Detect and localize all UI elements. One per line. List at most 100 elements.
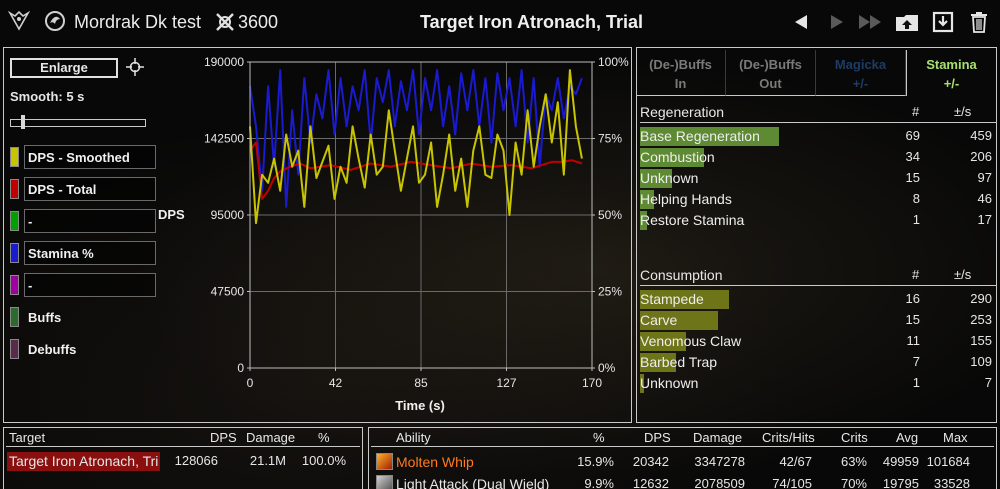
regen-name: Restore Stamina [640, 212, 745, 228]
consumption-name: Barbed Trap [640, 354, 718, 370]
value-bar [640, 169, 673, 188]
y-tick-label: 95000 [211, 208, 245, 222]
divider [6, 446, 360, 447]
x-tick-label: 42 [329, 376, 343, 390]
regeneration-heading: Regeneration [640, 104, 725, 120]
ability-damage-header[interactable]: Damage [693, 430, 743, 445]
consumption-count: 7 [912, 354, 920, 369]
ability-col-header[interactable]: Ability [396, 430, 431, 445]
chart-y-label: DPS [158, 207, 185, 222]
y-tick-label: 190000 [204, 55, 244, 69]
ability-max: 33528 [933, 476, 970, 489]
legend-item[interactable]: - [10, 273, 156, 297]
ability-pct-header[interactable]: % [593, 430, 605, 445]
tab-4[interactable]: Stamina +/- [906, 50, 996, 96]
legend-item[interactable]: Stamina % [10, 241, 156, 265]
graph-panel [3, 47, 632, 423]
consumption-heading: Consumption [640, 267, 723, 283]
tab-2[interactable]: (De-)Buffs Out [726, 50, 816, 96]
target-pct: 100.0% [301, 453, 346, 468]
regen-row[interactable]: Combustion 34 206 [640, 147, 996, 167]
legend-item[interactable]: Debuffs [10, 337, 156, 359]
target-dps-header[interactable]: DPS [210, 430, 237, 445]
ability-crits-hits: 42/67 [779, 454, 812, 469]
legend-item[interactable]: - [10, 209, 156, 233]
legend-box [24, 273, 156, 297]
ability-dps-header[interactable]: DPS [644, 430, 671, 445]
y-tick-label: 47500 [211, 285, 245, 299]
save-icon[interactable] [930, 9, 956, 35]
legend-box [24, 145, 156, 169]
tab-sublabel: +/- [943, 76, 960, 91]
regen-rate: 17 [977, 212, 992, 227]
resource-tabs: (De-)Buffs In (De-)Buffs Out Magicka +/- Stami… [636, 50, 998, 98]
legend-item[interactable]: DPS - Smoothed [10, 145, 156, 169]
target-damage-header[interactable]: Damage [246, 430, 296, 445]
legend-swatch [10, 339, 19, 359]
ability-crits-header[interactable]: Crits [841, 430, 868, 445]
target-pct-header[interactable]: % [318, 430, 330, 445]
legend-label: DPS - Smoothed [28, 150, 130, 165]
regen-row[interactable]: Helping Hands 8 46 [640, 189, 996, 209]
x-tick-label: 85 [414, 376, 428, 390]
tab-sublabel: Out [759, 76, 782, 91]
divider [640, 122, 996, 123]
consumption-name: Stampede [640, 291, 704, 307]
double-triangle-right-icon[interactable] [858, 9, 884, 35]
y-tick-label: 142500 [204, 132, 244, 146]
regen-row[interactable]: Unknown 15 97 [640, 168, 996, 188]
smooth-slider[interactable] [10, 115, 146, 129]
x-tick-label: 127 [496, 376, 516, 390]
consumption-row[interactable]: Barbed Trap 7 109 [640, 352, 996, 372]
legend-item[interactable]: Buffs [10, 305, 156, 327]
regen-count: 34 [905, 149, 920, 164]
value-bar [640, 353, 676, 372]
legend-label: DPS - Total [28, 182, 97, 197]
regen-row[interactable]: Restore Stamina 1 17 [640, 210, 996, 230]
trash-icon[interactable] [966, 9, 992, 35]
ability-name[interactable]: Light Attack (Dual Wield) [396, 476, 550, 489]
regen-rate: 206 [970, 149, 992, 164]
legend-box [24, 241, 156, 265]
dual-wield-icon [376, 475, 393, 489]
triangle-left-icon[interactable] [788, 9, 814, 35]
legend-swatch [10, 211, 19, 231]
legend-swatch [10, 243, 19, 263]
enlarge-button[interactable]: Enlarge [10, 58, 118, 78]
legend-box [24, 209, 156, 233]
ability-max-header[interactable]: Max [943, 430, 968, 445]
legend-label: Stamina % [28, 246, 94, 261]
smooth-label: Smooth: 5 s [10, 89, 85, 104]
ability-avg-header[interactable]: Avg [896, 430, 919, 445]
y2-tick-label: 0% [598, 361, 616, 375]
value-bar [640, 148, 705, 167]
legend-label: - [28, 214, 33, 229]
tab-label: Magicka [834, 57, 887, 72]
molten-whip-icon [376, 453, 393, 470]
regen-row[interactable]: Base Regeneration 69 459 [640, 126, 996, 146]
legend-item[interactable]: DPS - Total [10, 177, 156, 201]
tab-3[interactable]: Magicka +/- [816, 50, 906, 96]
consumption-count: 11 [906, 333, 921, 348]
consumption-row[interactable]: Stampede 16 290 [640, 289, 996, 309]
move-crosshair-icon[interactable] [126, 58, 144, 76]
consumption-row[interactable]: Carve 15 253 [640, 310, 996, 330]
regen-rate-header: ±/s [954, 104, 972, 119]
tab-label: (De-)Buffs [739, 57, 802, 72]
upload-icon[interactable] [894, 9, 920, 35]
target-col-header[interactable]: Target [9, 430, 46, 445]
consumption-row[interactable]: Unknown 1 7 [640, 373, 996, 393]
consumption-row[interactable]: Venomous Claw 11 155 [640, 331, 996, 351]
slider-handle[interactable] [21, 115, 26, 129]
value-bar [640, 127, 779, 146]
tab-label: (De-)Buffs [649, 57, 712, 72]
target-row[interactable] [7, 452, 160, 471]
tab-1[interactable]: (De-)Buffs In [636, 50, 726, 96]
chart-x-label: Time (s) [395, 398, 445, 413]
consumption-name: Venomous Claw [640, 333, 742, 349]
ability-name[interactable]: Molten Whip [396, 454, 474, 470]
triangle-right-icon[interactable] [824, 9, 850, 35]
ability-crits-hits-header[interactable]: Crits/Hits [762, 430, 815, 445]
targets-panel [3, 427, 363, 489]
consumption-rate: 109 [970, 354, 992, 369]
